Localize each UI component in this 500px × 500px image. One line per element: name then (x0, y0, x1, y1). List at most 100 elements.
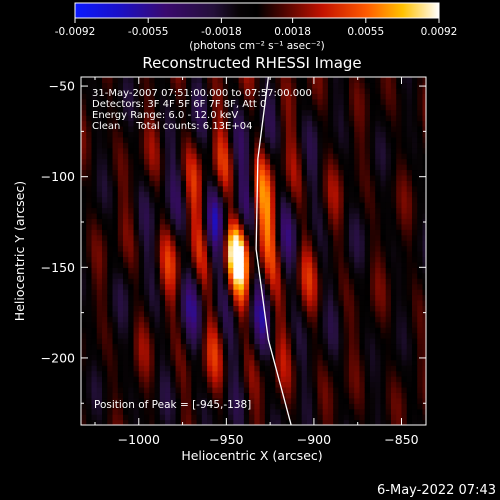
heatmap-cell (222, 158, 229, 165)
heatmap-cell (333, 115, 340, 122)
heatmap-cell (280, 414, 287, 421)
heatmap-cell (149, 77, 156, 84)
heatmap-cell (117, 115, 124, 122)
heatmap-cell (96, 327, 103, 334)
heatmap-cell (238, 327, 245, 334)
heatmap-cell (396, 403, 403, 410)
heatmap-cell (285, 191, 292, 198)
heatmap-cell (254, 310, 261, 317)
heatmap-cell (380, 185, 387, 192)
heatmap-cell (81, 343, 87, 350)
heatmap-cell (154, 419, 161, 425)
heatmap-cell (238, 207, 245, 214)
heatmap-cell (291, 218, 297, 225)
heatmap-cell (217, 174, 224, 181)
heatmap-cell (117, 278, 124, 285)
heatmap-cell (154, 207, 161, 214)
heatmap-cell (138, 136, 145, 143)
heatmap-cell (123, 153, 129, 160)
heatmap-cell (359, 397, 366, 404)
heatmap-cell (301, 77, 308, 84)
heatmap-cell (291, 115, 297, 122)
heatmap-cell (259, 109, 266, 116)
heatmap-cell (154, 153, 161, 160)
heatmap-cell (380, 202, 387, 209)
heatmap-cell (165, 109, 171, 116)
heatmap-cell (138, 98, 145, 105)
heatmap-cell (343, 327, 350, 334)
heatmap-cell (133, 376, 140, 383)
heatmap-cell (81, 294, 87, 301)
heatmap-cell (96, 98, 103, 105)
heatmap-cell (254, 348, 261, 355)
heatmap-cell (291, 104, 297, 111)
heatmap-cell (159, 207, 166, 214)
heatmap-cell (128, 359, 135, 366)
heatmap-cell (217, 294, 224, 301)
heatmap-cell (411, 104, 418, 111)
heatmap-cell (411, 185, 418, 192)
heatmap-cell (375, 327, 382, 334)
heatmap-cell (422, 397, 426, 404)
heatmap-cell (175, 229, 182, 236)
heatmap-cell (312, 169, 319, 176)
heatmap-cell (264, 272, 271, 279)
heatmap-cell (175, 136, 182, 143)
heatmap-cell (86, 245, 93, 252)
heatmap-cell (154, 196, 161, 203)
heatmap-cell (165, 316, 171, 323)
heatmap-cell (175, 245, 182, 252)
heatmap-cell (375, 142, 382, 149)
heatmap-cell (107, 142, 114, 149)
heatmap-cell (259, 310, 266, 317)
heatmap-cell (238, 376, 245, 383)
heatmap-cell (191, 153, 198, 160)
heatmap-cell (144, 109, 150, 116)
heatmap-cell (354, 332, 361, 339)
heatmap-cell (338, 278, 345, 285)
heatmap-cell (380, 147, 387, 154)
heatmap-cell (411, 316, 418, 323)
heatmap-cell (270, 251, 276, 258)
heatmap-cell (117, 338, 124, 345)
heatmap-cell (417, 125, 424, 132)
peak-position-label: Position of Peak = [-945,-138] (94, 399, 251, 411)
heatmap-cell (401, 283, 408, 290)
heatmap-cell (364, 381, 371, 388)
heatmap-cell (317, 414, 324, 421)
heatmap-cell (296, 256, 303, 263)
heatmap-cell (128, 299, 135, 306)
heatmap-cell (291, 332, 297, 339)
heatmap-cell (401, 343, 408, 350)
heatmap-cell (259, 223, 266, 230)
heatmap-cell (196, 174, 203, 181)
heatmap-cell (217, 278, 224, 285)
heatmap-cell (291, 196, 297, 203)
heatmap-cell (212, 115, 219, 122)
heatmap-cell (291, 164, 297, 171)
heatmap-cell (327, 267, 334, 274)
heatmap-cell (411, 115, 418, 122)
heatmap-cell (364, 289, 371, 296)
heatmap-cell (312, 272, 319, 279)
heatmap-cell (380, 348, 387, 355)
heatmap-cell (149, 278, 156, 285)
heatmap-cell (317, 354, 324, 361)
heatmap-cell (411, 348, 418, 355)
heatmap-cell (285, 397, 292, 404)
heatmap-cell (154, 327, 161, 334)
heatmap-cell (154, 386, 161, 393)
heatmap-cell (196, 234, 203, 241)
heatmap-cell (396, 218, 403, 225)
heatmap-cell (317, 104, 324, 111)
heatmap-cell (359, 87, 366, 94)
heatmap-cell (327, 256, 334, 263)
heatmap-cell (401, 370, 408, 377)
heatmap-cell (196, 294, 203, 301)
heatmap-cell (396, 82, 403, 89)
heatmap-cell (375, 245, 382, 252)
heatmap-cell (243, 256, 250, 263)
heatmap-cell (396, 348, 403, 355)
heatmap-cell (322, 234, 329, 241)
heatmap-cell (380, 87, 387, 94)
